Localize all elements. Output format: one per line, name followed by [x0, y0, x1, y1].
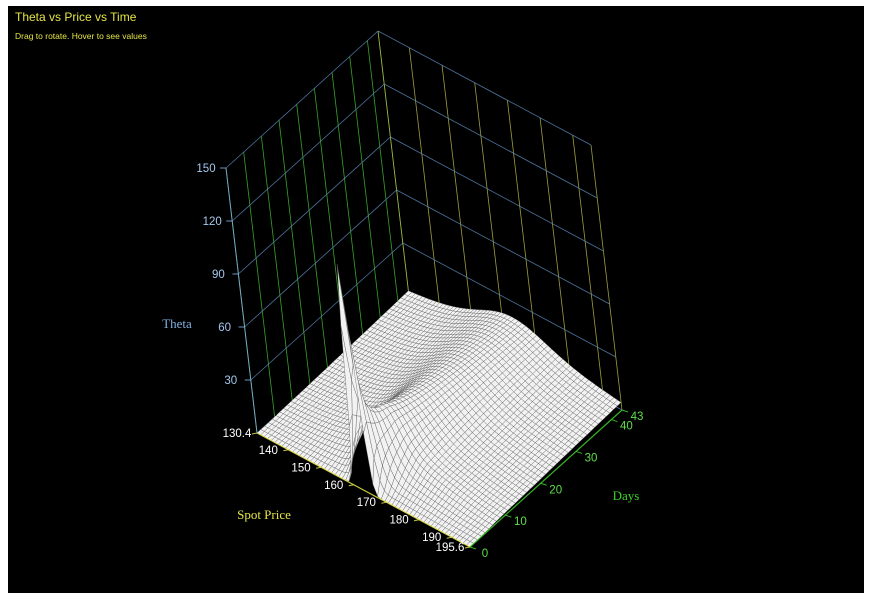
- grid-line: [278, 120, 311, 386]
- days-tick: [575, 450, 583, 454]
- chart-subtitle: Drag to rotate. Hover to see values: [15, 31, 147, 41]
- price-tick: [464, 546, 471, 549]
- chart-canvas[interactable]: Theta vs Price vs Time Drag to rotate. H…: [8, 6, 864, 593]
- grid-line: [441, 65, 474, 331]
- grid-line: [377, 30, 592, 146]
- price-tick: [413, 519, 420, 522]
- surface-mesh[interactable]: [256, 264, 622, 548]
- price-tick-label: 160: [324, 480, 343, 492]
- grid-line: [539, 117, 572, 383]
- theta-axis-title: Theta: [162, 316, 192, 331]
- grid-line: [590, 144, 623, 411]
- price-tick: [381, 501, 387, 504]
- price-tick: [348, 484, 354, 487]
- grid-line: [396, 189, 610, 305]
- grid-line: [349, 56, 382, 322]
- grid-line: [408, 47, 441, 313]
- grid-line: [225, 30, 379, 169]
- price-tick-label: 140: [259, 445, 278, 457]
- price-tick-label: 180: [389, 515, 408, 527]
- price-tick-label: 150: [291, 462, 310, 474]
- price-tick: [446, 536, 452, 539]
- grid-line: [402, 242, 616, 358]
- price-tick-label: 190: [422, 532, 441, 544]
- grid-line: [238, 136, 391, 275]
- days-tick: [540, 482, 547, 486]
- days-axis-title: Days: [613, 488, 640, 503]
- grid-line: [390, 136, 604, 252]
- theta-tick-label: 90: [212, 269, 225, 281]
- days-tick: [621, 409, 629, 413]
- theta-tick-label: 60: [218, 322, 231, 334]
- grid-line: [231, 83, 385, 222]
- days-tick-label: 43: [631, 411, 644, 423]
- grid-line: [474, 82, 507, 348]
- grid-line: [572, 135, 605, 401]
- price-tick-label: 195.6: [436, 542, 465, 554]
- theta-tick-label: 120: [203, 216, 222, 228]
- days-tick-label: 40: [620, 421, 633, 433]
- days-axis-line: [469, 409, 623, 548]
- price-tick: [315, 466, 322, 469]
- days-tick: [469, 546, 477, 550]
- days-tick: [505, 514, 512, 518]
- days-tick-label: 30: [585, 452, 598, 464]
- grid-line: [244, 189, 397, 328]
- grid-line: [250, 242, 404, 381]
- price-axis-line: [256, 432, 471, 548]
- price-tick: [251, 432, 258, 435]
- grid-line: [260, 136, 293, 402]
- days-tick-label: 20: [549, 484, 562, 496]
- days-tick: [611, 419, 618, 423]
- grid-line: [296, 104, 329, 370]
- price-tick-label: 130.4: [223, 428, 252, 440]
- grid-line: [506, 100, 539, 366]
- grid-line: [384, 83, 598, 199]
- grid-line: [366, 40, 399, 306]
- grid-line: [377, 30, 410, 297]
- days-tick-label: 0: [482, 548, 488, 560]
- theta-tick-label: 30: [224, 375, 237, 387]
- grid-line: [331, 72, 364, 338]
- price-tick-label: 170: [357, 497, 376, 509]
- price-tick: [283, 449, 289, 452]
- chart-title: Theta vs Price vs Time: [15, 10, 137, 24]
- days-tick-label: 10: [514, 516, 527, 528]
- grid-line: [243, 152, 276, 418]
- theta-axis-line: [225, 167, 258, 434]
- theta-tick-label: 150: [196, 163, 215, 175]
- price-axis-title: Spot Price: [237, 507, 291, 522]
